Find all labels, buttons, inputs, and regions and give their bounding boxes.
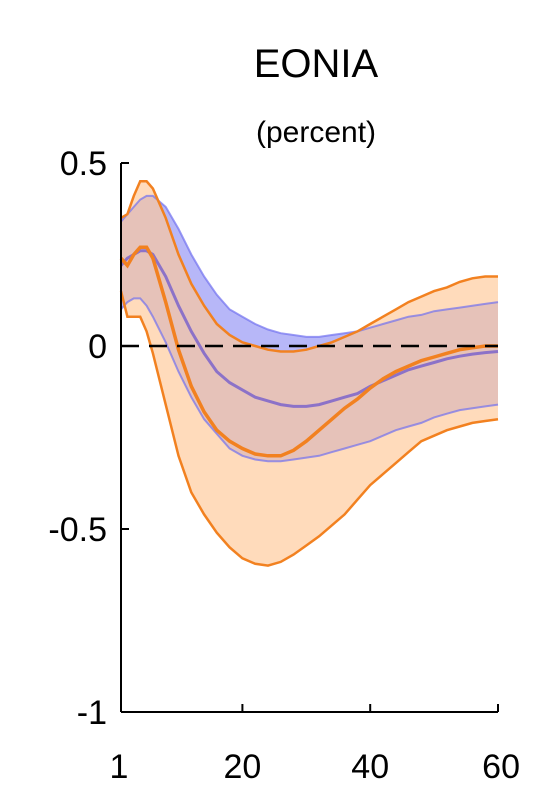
y-tick-label: -1 — [77, 694, 107, 732]
y-tick-label: 0 — [88, 328, 107, 366]
chart-subtitle: (percent) — [256, 116, 376, 149]
y-tick-label: -0.5 — [48, 511, 107, 549]
series-2-lower-line — [119, 290, 499, 567]
x-tick-label: 20 — [223, 748, 261, 786]
x-tick-label: 40 — [351, 748, 389, 786]
y-tick-label: 0.5 — [60, 145, 107, 183]
x-tick-label: 60 — [482, 748, 520, 786]
series-lines — [119, 180, 499, 567]
series-2-band — [121, 181, 498, 566]
series-1-lower-line — [120, 297, 499, 463]
x-tick-label: 1 — [110, 748, 129, 786]
axis-ticks: -1 -0.5 0 0.5 1 20 40 60 — [48, 145, 520, 786]
series-2-upper-line — [120, 180, 498, 353]
series-2-median-line — [119, 245, 498, 458]
chart-title: EONIA — [254, 42, 379, 86]
confidence-bands — [121, 181, 498, 566]
series-1-median-line — [119, 249, 499, 408]
axes — [120, 163, 498, 713]
